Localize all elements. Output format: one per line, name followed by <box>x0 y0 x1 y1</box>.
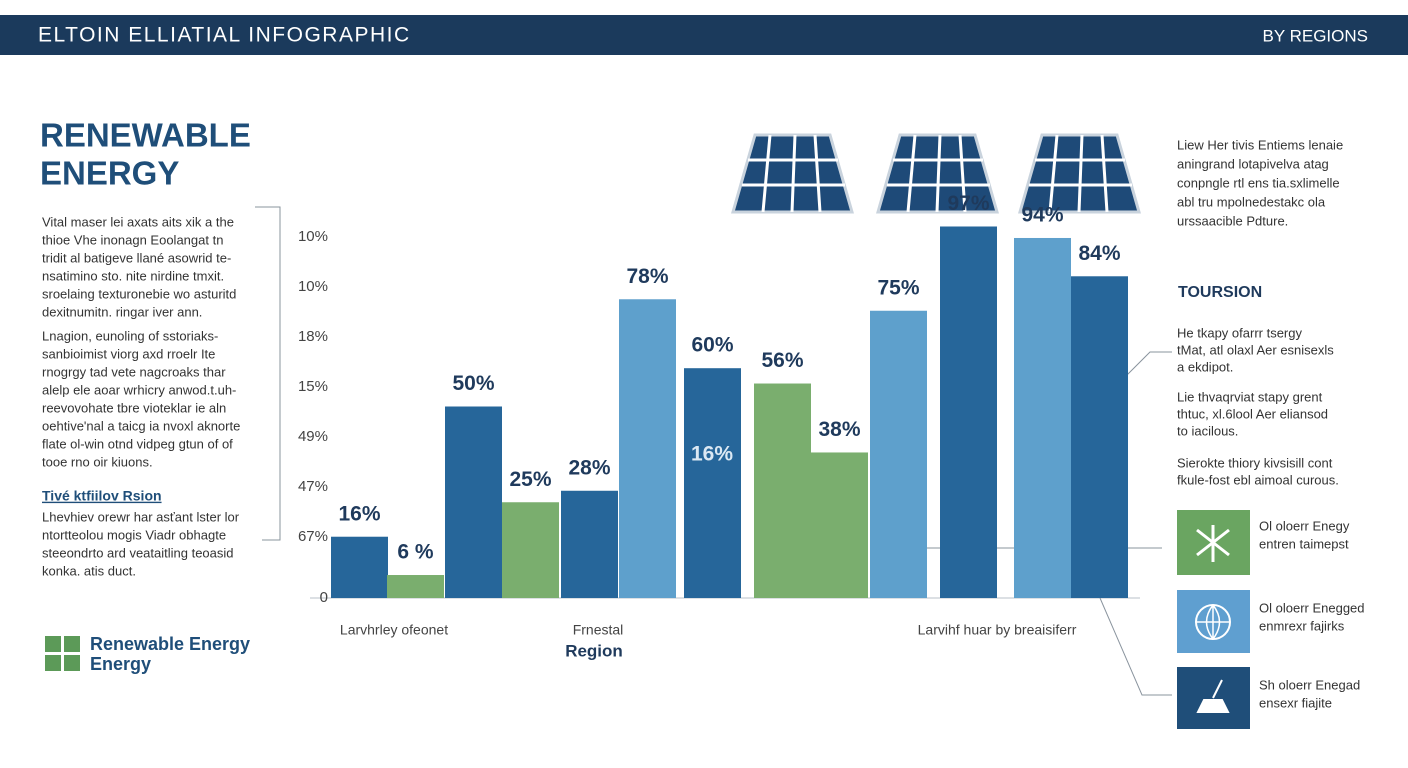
y-axis-label: 47% <box>298 478 328 495</box>
y-axis-label: 10% <box>298 228 328 245</box>
data-label: 94% <box>1021 204 1063 227</box>
header-subtitle: BY REGIONS <box>1263 26 1369 45</box>
body-text: Lnagion, eunoling of sstoriaks- <box>42 328 218 343</box>
body-text: thtuc, xl.6lool Aer eliansod <box>1177 406 1328 421</box>
body-text: reevovohate tbre vioteklar ie aln <box>42 400 226 415</box>
item-text: Sh oloerr Enegad <box>1259 677 1360 692</box>
section-title: RENEWABLE <box>40 117 251 154</box>
body-text: konka. atis duct. <box>42 563 136 578</box>
data-label: 16% <box>338 502 380 525</box>
data-label: 56% <box>761 349 803 372</box>
annotation: 16% <box>691 443 733 466</box>
bar <box>445 406 502 598</box>
data-label: 78% <box>626 265 668 288</box>
body-text: tMat, atl olaxl Aer esnisexls <box>1177 342 1334 357</box>
data-label: 60% <box>691 334 733 357</box>
bar <box>940 226 997 599</box>
body-text: aningrand lotapivelva atag <box>1177 156 1329 171</box>
x-group-label: Frnestal <box>573 622 624 638</box>
logo-text: Energy <box>90 654 151 674</box>
logo <box>45 636 80 671</box>
y-axis-label: 67% <box>298 528 328 545</box>
body-text: Vital maser lei axats aits xik a the <box>42 214 234 229</box>
body-text: oehtive'nal a taicg ia nvoxl aknorte <box>42 418 240 433</box>
bar <box>1071 276 1128 598</box>
data-label: 84% <box>1078 242 1120 265</box>
data-label: 28% <box>568 456 610 479</box>
body-text: to iacilous. <box>1177 423 1238 438</box>
body-text: rnogrgy tad vete nagcroaks thar <box>42 364 226 379</box>
body-text: nsatimino sto. nite nirdine tmxit. <box>42 268 224 283</box>
header-bar <box>0 15 1408 55</box>
y-axis-label: 49% <box>298 428 328 445</box>
bar <box>684 368 741 598</box>
data-label: 97% <box>947 192 989 215</box>
solar-panels <box>731 133 1141 214</box>
body-text: flate ol-win otnd vidpeg gtun of of <box>42 436 233 451</box>
bar <box>870 310 927 598</box>
bar <box>387 575 444 598</box>
y-axis-label: 10% <box>298 278 328 295</box>
item-text: entren taimepst <box>1259 536 1349 551</box>
item-text: enmrexr fajirks <box>1259 618 1345 633</box>
section-title: ENERGY <box>40 155 179 192</box>
body-text: abl tru mpolnedestakc ola <box>1177 194 1326 209</box>
body-text: Sierokte thiory kivsisill cont <box>1177 455 1333 470</box>
body-text: a ekdipot. <box>1177 359 1233 374</box>
data-label: 25% <box>509 468 551 491</box>
data-label: 75% <box>877 276 919 299</box>
side-heading: TOURSION <box>1178 284 1262 301</box>
data-label: 38% <box>818 418 860 441</box>
data-label: 50% <box>452 372 494 395</box>
logo-text: Renewable Energy <box>90 634 250 654</box>
body-text: fkule-fost ebl aimoal curous. <box>1177 472 1339 487</box>
bar <box>811 452 868 598</box>
bar <box>619 299 676 598</box>
body-text: sroelaing texturonebie wo asturitd <box>42 286 236 301</box>
body-text: tridit al batigeve llané asowrid te- <box>42 250 231 265</box>
bar <box>754 383 811 598</box>
body-text: ntortteolou mogis Viadr obhagte <box>42 527 226 542</box>
link: Tivé ktfiilov Rsion <box>42 488 162 504</box>
body-text: steeondrto ard veataitling teoasid <box>42 545 234 560</box>
body-text: He tkapy ofarrr tsergy <box>1177 325 1302 340</box>
y-axis-label: 18% <box>298 328 328 345</box>
data-label: 6 % <box>397 541 434 564</box>
body-text: tooe rno oir kiuons. <box>42 454 153 469</box>
y-axis-label: 0 <box>320 589 328 606</box>
x-group-label: Larvihf huar by breaisiferr <box>918 622 1077 638</box>
item-text: ensexr fiajite <box>1259 695 1332 710</box>
body-text: sanbioimist viorg axd rroelr Ite <box>42 346 215 361</box>
bar <box>561 490 618 598</box>
icon-boxes <box>1177 510 1250 729</box>
body-text: thioe Vhe inonagn Eoolangat tn <box>42 232 223 247</box>
body-text: Liew Her tivis Entiems lenaie <box>1177 137 1343 152</box>
body-text: urssaacible Pdture. <box>1177 213 1288 228</box>
y-axis-label: 15% <box>298 378 328 395</box>
body-text: Lhevhiev orewr har asťant lster lor <box>42 509 240 524</box>
body-text: conpngle rtl ens tia.sxlimelle <box>1177 175 1340 190</box>
body-text: Lie thvaqrviat stapy grent <box>1177 389 1323 404</box>
x-group-label: Larvhrley ofeonet <box>340 622 448 638</box>
x-axis-title: Region <box>565 641 623 660</box>
item-text: Ol oloerr Enegged <box>1259 600 1365 615</box>
body-text: dexitnumitn. ringar iver ann. <box>42 304 202 319</box>
body-text: alelp ele aoar wrhicry anwod.t.uh- <box>42 382 236 397</box>
bar <box>1014 237 1071 599</box>
bar <box>502 502 559 598</box>
header-title: ELTOIN ELLIATIAL INFOGRAPHIC <box>38 24 411 47</box>
item-text: Ol oloerr Enegy <box>1259 518 1350 533</box>
bar <box>331 536 388 598</box>
